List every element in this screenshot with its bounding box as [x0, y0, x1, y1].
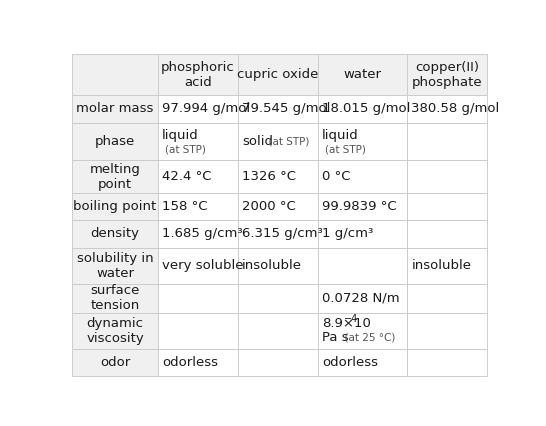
Bar [73, 123, 158, 161]
Bar [238, 284, 318, 313]
Text: boiling point: boiling point [73, 200, 157, 213]
Text: 0.0728 N/m: 0.0728 N/m [322, 291, 400, 305]
Text: 0 °C: 0 °C [322, 170, 351, 183]
Text: liquid: liquid [162, 129, 199, 142]
Text: odor: odor [100, 356, 130, 368]
Bar [158, 55, 238, 95]
Text: solid: solid [242, 135, 273, 148]
Bar [158, 313, 238, 348]
Bar [407, 313, 487, 348]
Text: 97.994 g/mol: 97.994 g/mol [162, 102, 250, 115]
Text: 6.315 g/cm³: 6.315 g/cm³ [242, 227, 323, 240]
Bar [73, 284, 158, 313]
Text: insoluble: insoluble [242, 259, 302, 272]
Bar [73, 95, 158, 123]
Bar [73, 248, 158, 284]
Bar [407, 95, 487, 123]
Bar [158, 123, 238, 161]
Text: odorless: odorless [322, 356, 378, 368]
Text: 42.4 °C: 42.4 °C [162, 170, 211, 183]
Text: 99.9839 °C: 99.9839 °C [322, 200, 396, 213]
Text: (at STP): (at STP) [325, 145, 366, 155]
Text: −4: −4 [344, 314, 358, 325]
Bar [238, 220, 318, 248]
Text: molar mass: molar mass [76, 102, 154, 115]
Text: very soluble: very soluble [162, 259, 244, 272]
Text: solubility in
water: solubility in water [77, 252, 153, 279]
Bar [158, 193, 238, 220]
Text: 2000 °C: 2000 °C [242, 200, 295, 213]
Bar [318, 348, 407, 376]
Text: 1326 °C: 1326 °C [242, 170, 296, 183]
Bar [158, 348, 238, 376]
Bar [407, 193, 487, 220]
Bar [158, 161, 238, 193]
Bar [158, 284, 238, 313]
Text: (at STP): (at STP) [165, 145, 206, 155]
Text: Pa s: Pa s [322, 331, 348, 343]
Text: liquid: liquid [322, 129, 359, 142]
Text: 380.58 g/mol: 380.58 g/mol [411, 102, 500, 115]
Text: density: density [91, 227, 140, 240]
Text: phosphoric
acid: phosphoric acid [161, 60, 235, 89]
Text: (at 25 °C): (at 25 °C) [338, 332, 395, 342]
Text: 158 °C: 158 °C [162, 200, 207, 213]
Bar [318, 284, 407, 313]
Bar [238, 55, 318, 95]
Bar [318, 313, 407, 348]
Bar [318, 95, 407, 123]
Text: copper(II)
phosphate: copper(II) phosphate [412, 60, 483, 89]
Bar [238, 313, 318, 348]
Bar [238, 95, 318, 123]
Bar [407, 284, 487, 313]
Text: phase: phase [95, 135, 135, 148]
Text: dynamic
viscosity: dynamic viscosity [86, 317, 144, 345]
Bar [318, 193, 407, 220]
Bar [318, 55, 407, 95]
Text: melting
point: melting point [90, 163, 140, 191]
Bar [407, 220, 487, 248]
Text: cupric oxide: cupric oxide [237, 68, 318, 81]
Text: 79.545 g/mol: 79.545 g/mol [242, 102, 330, 115]
Text: insoluble: insoluble [411, 259, 471, 272]
Bar [238, 248, 318, 284]
Bar [238, 348, 318, 376]
Text: 1.685 g/cm³: 1.685 g/cm³ [162, 227, 242, 240]
Bar [73, 193, 158, 220]
Bar [158, 220, 238, 248]
Text: (at STP): (at STP) [262, 137, 310, 147]
Text: odorless: odorless [162, 356, 218, 368]
Bar [407, 123, 487, 161]
Bar [158, 248, 238, 284]
Bar [407, 348, 487, 376]
Bar [407, 55, 487, 95]
Text: 18.015 g/mol: 18.015 g/mol [322, 102, 411, 115]
Text: 8.9×10: 8.9×10 [322, 317, 371, 330]
Bar [73, 55, 158, 95]
Text: 1 g/cm³: 1 g/cm³ [322, 227, 373, 240]
Bar [318, 123, 407, 161]
Bar [158, 95, 238, 123]
Bar [238, 161, 318, 193]
Bar [73, 161, 158, 193]
Bar [73, 313, 158, 348]
Text: surface
tension: surface tension [91, 284, 140, 312]
Bar [318, 248, 407, 284]
Bar [407, 161, 487, 193]
Bar [73, 220, 158, 248]
Bar [238, 193, 318, 220]
Bar [238, 123, 318, 161]
Bar [318, 220, 407, 248]
Bar [407, 248, 487, 284]
Bar [73, 348, 158, 376]
Text: water: water [343, 68, 382, 81]
Bar [318, 161, 407, 193]
